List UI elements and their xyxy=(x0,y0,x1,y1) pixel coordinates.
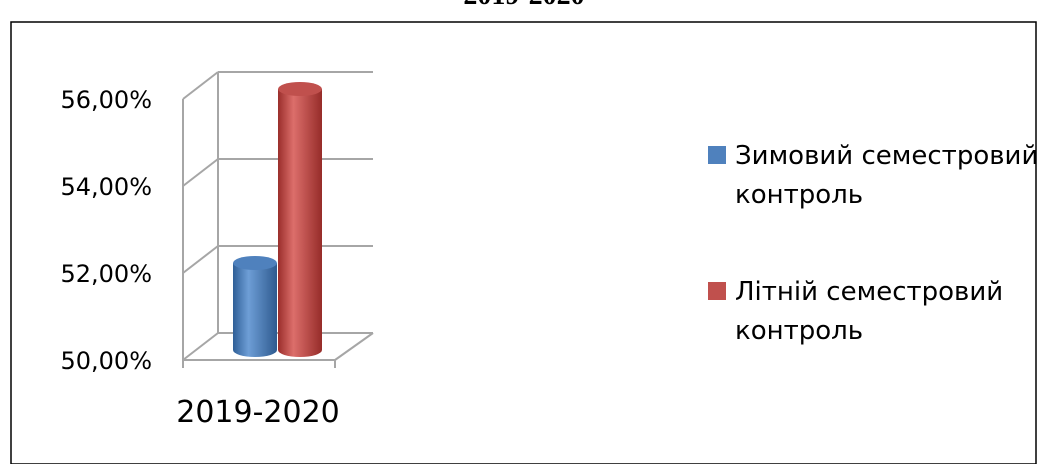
chart-frame xyxy=(10,21,1037,464)
side-wall-gridline xyxy=(182,71,219,100)
legend-label: Літній семестровий контроль xyxy=(735,277,1003,346)
bar xyxy=(233,256,277,357)
legend-swatch xyxy=(708,146,726,164)
chart-title: 2019-2020 xyxy=(463,0,584,11)
y-tick-labels: 50,00% 52,00% 54,00% 56,00% xyxy=(60,86,152,375)
legend: Зимовий семестровий контроль Літній семест… xyxy=(708,141,1038,346)
side-wall-gridline xyxy=(182,245,219,274)
bar-body xyxy=(233,263,277,357)
y-tick-label: 54,00% xyxy=(60,173,152,201)
y-tick-label: 50,00% xyxy=(60,347,152,375)
legend-swatch xyxy=(708,282,726,300)
x-tick-label: 2019-2020 xyxy=(176,395,340,430)
bar-body xyxy=(278,89,322,357)
legend-item: Літній семестровий контроль xyxy=(708,277,1003,346)
side-wall-gridline xyxy=(182,158,219,187)
bar-top xyxy=(233,256,277,270)
side-wall-gridline xyxy=(182,332,219,361)
floor-side-edge xyxy=(334,332,374,361)
legend-item: Зимовий семестровий контроль xyxy=(708,141,1038,210)
bar-top xyxy=(278,82,322,96)
y-tick-label: 52,00% xyxy=(60,260,152,288)
x-tick-labels: 2019-2020 xyxy=(176,395,340,430)
legend-label: Зимовий семестровий контроль xyxy=(735,141,1038,210)
bars xyxy=(233,82,322,357)
bar xyxy=(278,82,322,357)
y-tick-label: 56,00% xyxy=(60,86,152,114)
axes xyxy=(182,72,374,368)
